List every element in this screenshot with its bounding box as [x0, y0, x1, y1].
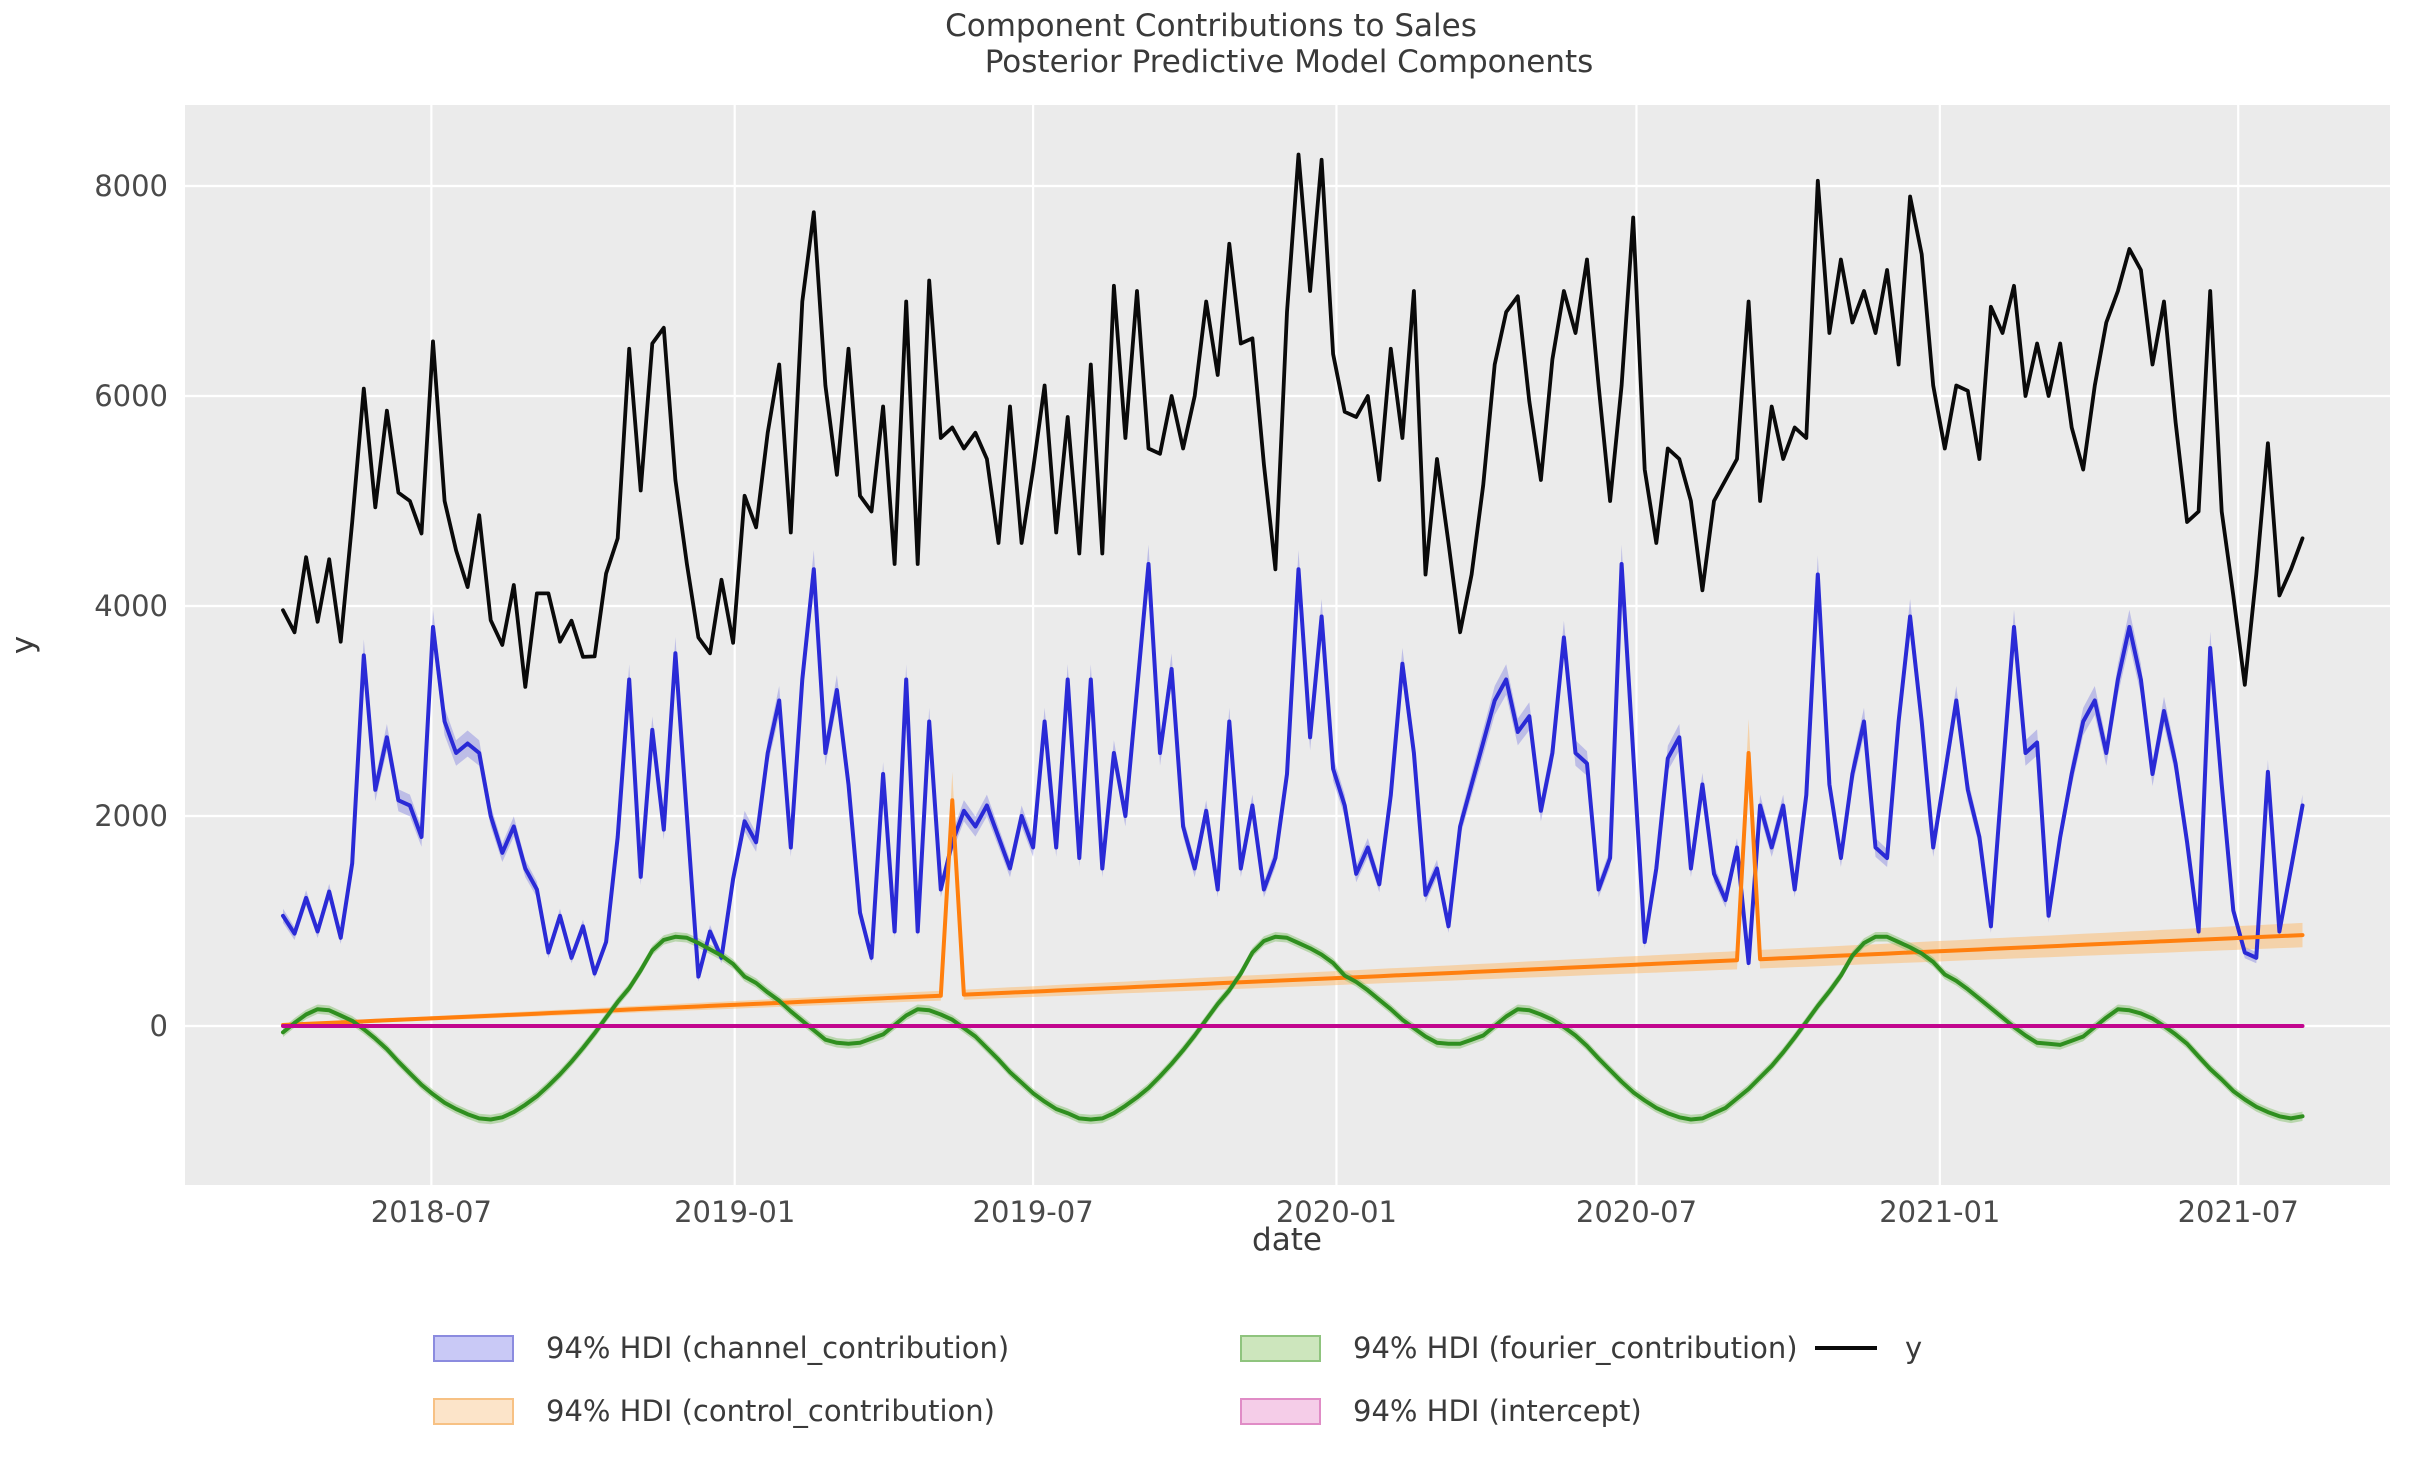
legend-label: y — [1905, 1331, 1923, 1365]
control-hdi-swatch — [433, 1397, 514, 1425]
fourier-hdi-swatch — [1240, 1334, 1321, 1362]
legend-item-channel-hdi: 94% HDI (channel_contribution) — [433, 1331, 1009, 1365]
legend-label: 94% HDI (intercept) — [1353, 1394, 1642, 1428]
intercept-hdi-swatch — [1240, 1397, 1321, 1425]
legend-item-y: y — [1815, 1331, 1922, 1365]
y-line — [281, 152, 2305, 689]
channel_contribution-line — [281, 562, 2305, 979]
y-line-swatch — [1815, 1346, 1877, 1350]
x-tick-label: 2018-07 — [371, 1195, 492, 1229]
x-tick-label: 2019-01 — [674, 1195, 795, 1229]
x-tick-label: 2019-07 — [973, 1195, 1094, 1229]
figure-suptitle: Component Contributions to Sales — [945, 8, 1477, 44]
legend-label: 94% HDI (control_contribution) — [546, 1394, 995, 1428]
legend-label: 94% HDI (channel_contribution) — [546, 1331, 1010, 1365]
x-tick-label: 2021-01 — [1879, 1195, 2000, 1229]
y-tick-label: 6000 — [94, 379, 168, 413]
y-tick-label: 0 — [150, 1009, 168, 1043]
x-tick-label: 2020-01 — [1276, 1195, 1397, 1229]
y-tick-label: 2000 — [94, 799, 168, 833]
x-axis-label: date — [1252, 1222, 1322, 1258]
legend-item-fourier-hdi: 94% HDI (fourier_contribution) — [1240, 1331, 1798, 1365]
y-tick-label: 4000 — [94, 589, 168, 623]
x-tick-label: 2021-07 — [2178, 1195, 2299, 1229]
plot-area — [185, 105, 2390, 1185]
axes-title: Posterior Predictive Model Components — [984, 44, 1594, 80]
control_contribution-hdi-band — [283, 719, 2303, 1027]
channel-hdi-swatch — [433, 1334, 514, 1362]
legend-item-intercept-hdi: 94% HDI (intercept) — [1240, 1394, 1642, 1428]
legend-item-control-hdi: 94% HDI (control_contribution) — [433, 1394, 995, 1428]
y-axis-label: y — [5, 635, 42, 655]
y-tick-label: 8000 — [94, 169, 168, 203]
fourier_contribution-line — [281, 934, 2305, 1122]
control_contribution-line — [281, 751, 2305, 1027]
x-tick-label: 2020-07 — [1576, 1195, 1697, 1229]
legend-label: 94% HDI (fourier_contribution) — [1353, 1331, 1798, 1365]
